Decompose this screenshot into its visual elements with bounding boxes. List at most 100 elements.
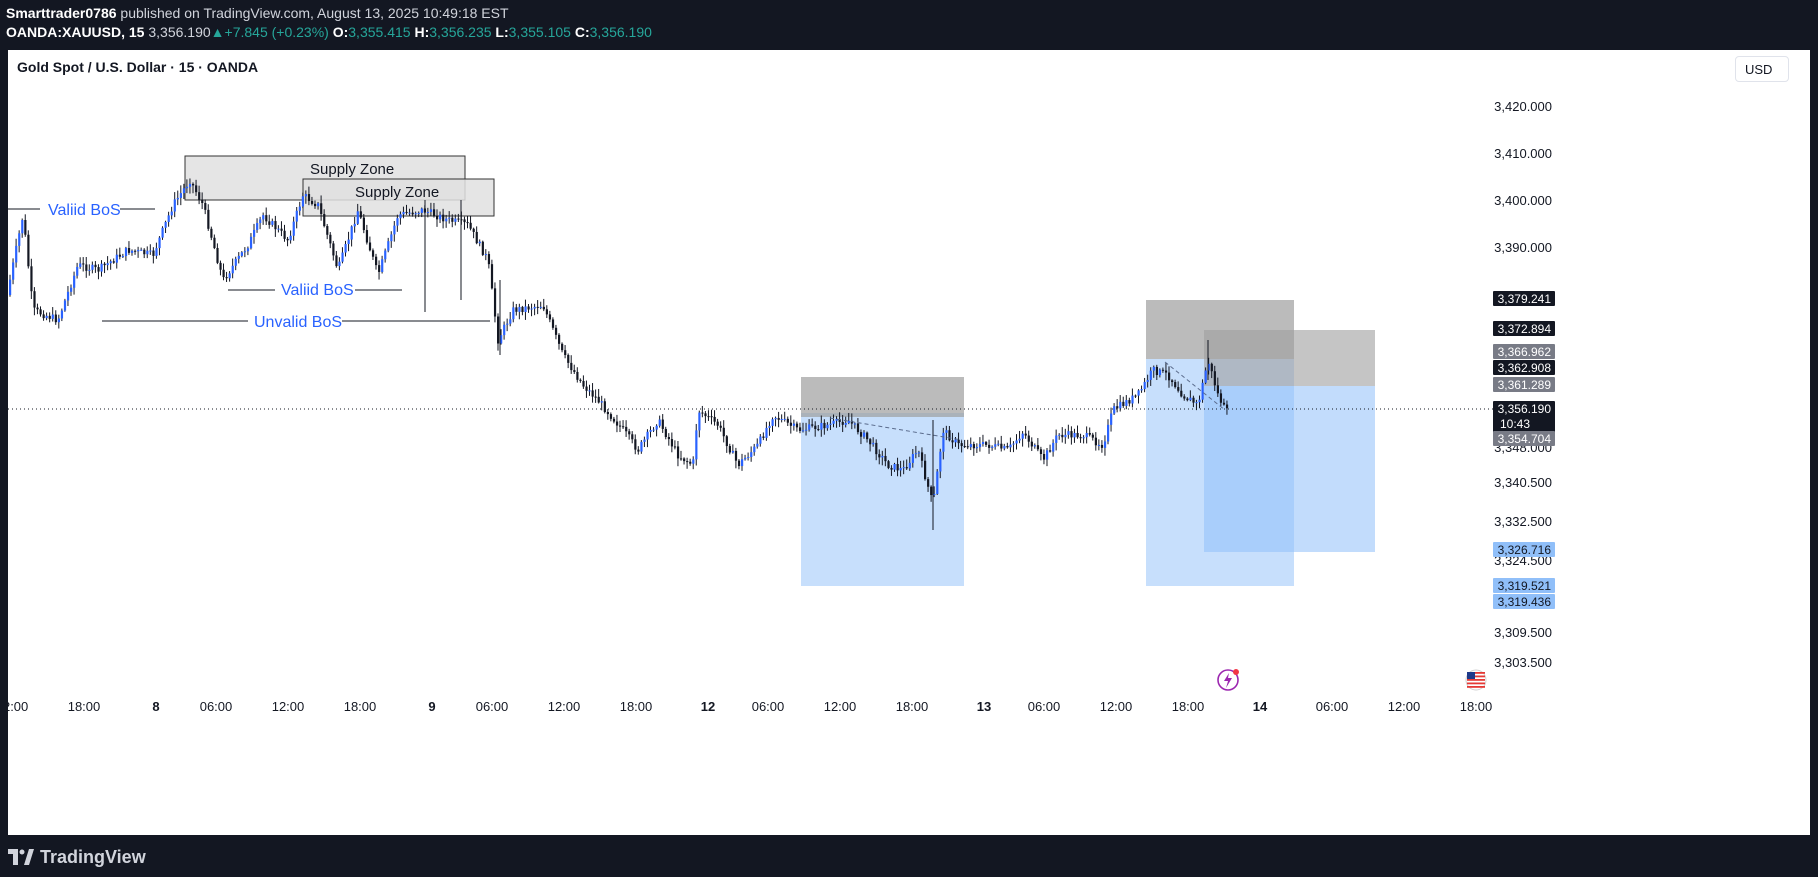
candle-body: [213, 237, 216, 248]
candle-body: [737, 460, 741, 467]
candle-body: [1027, 435, 1030, 442]
candle-body: [1222, 402, 1226, 405]
candle-body: [640, 441, 643, 452]
candle-body: [420, 208, 423, 213]
candle-body: [487, 254, 491, 265]
candle-body: [124, 248, 128, 257]
candle-body: [1216, 385, 1219, 394]
candle-body: [432, 209, 436, 217]
candle-body: [60, 310, 64, 319]
time-axis-tick: 12:00: [548, 699, 581, 714]
candle-body: [914, 453, 918, 455]
candle-body: [454, 218, 457, 222]
candle-body: [1033, 445, 1036, 447]
flag-stripe: [1467, 672, 1485, 674]
candle-body: [27, 234, 30, 267]
candle-body: [286, 238, 289, 241]
candle-body: [945, 430, 948, 433]
candle-body: [500, 335, 503, 344]
candle-body: [795, 423, 799, 428]
events-lightning-icon[interactable]: [1217, 669, 1239, 691]
candle-body: [469, 222, 472, 229]
candle-body: [744, 457, 747, 460]
demand-zone-1[interactable]: [801, 413, 964, 586]
candle-body: [518, 306, 521, 312]
candle-body: [1131, 395, 1134, 404]
candle-body: [899, 468, 902, 471]
candle-body: [73, 275, 76, 288]
candle-body: [655, 425, 658, 430]
candle-body: [249, 236, 253, 249]
candle-body: [243, 251, 247, 253]
candle-body: [798, 427, 802, 431]
price-badge[interactable]: [1493, 360, 1555, 375]
price-badge[interactable]: [1493, 431, 1555, 446]
price-badge[interactable]: [1493, 377, 1555, 392]
candle-body: [320, 203, 323, 215]
candle-body: [356, 211, 359, 224]
candle-body: [530, 308, 533, 310]
candle-body: [1009, 444, 1012, 448]
candle-body: [917, 452, 921, 454]
price-badge-label: 3,326.716: [1498, 543, 1552, 557]
tradingview-logo[interactable]: TradingView: [8, 846, 146, 868]
candle-body: [634, 439, 637, 450]
candle-body: [1189, 397, 1192, 401]
candle-body: [710, 416, 713, 418]
tradingview-icon: [8, 849, 34, 865]
candle-body: [780, 419, 783, 421]
author-name[interactable]: Smarttrader0786: [6, 5, 117, 21]
price-badge[interactable]: [1493, 542, 1555, 557]
candle-body: [414, 213, 417, 215]
candle-body: [79, 263, 82, 267]
candle-body: [207, 209, 210, 229]
candle-body: [182, 188, 186, 194]
candle-body: [972, 444, 975, 449]
candle-body: [314, 203, 317, 207]
candle-body: [838, 418, 841, 422]
gray-zone-1[interactable]: [801, 377, 964, 417]
candle-body: [332, 243, 335, 256]
price-axis-tick: 3,340.500: [1494, 475, 1552, 490]
candle-body: [823, 422, 826, 429]
candle-body: [689, 461, 692, 464]
candle-body: [225, 277, 228, 279]
bos-label-valid: Valiid BoS: [48, 202, 121, 219]
currency-button[interactable]: USD: [1735, 56, 1789, 82]
candle-body: [436, 216, 439, 220]
candle-body: [588, 390, 591, 392]
close-value: 3,356.190: [589, 24, 652, 40]
price-badge-label: 3,356.190: [1498, 402, 1552, 416]
candle-body: [1174, 382, 1177, 388]
price-badge[interactable]: [1493, 291, 1555, 306]
price-badge[interactable]: [1493, 594, 1555, 609]
time-axis-tick: 13: [977, 699, 991, 714]
candle-body: [85, 264, 88, 271]
publish-text: published on TradingView.com, August 13,…: [120, 5, 509, 21]
candle-body: [978, 443, 982, 448]
candle-body: [725, 436, 728, 447]
candle-body: [30, 266, 33, 292]
candle-body: [515, 307, 518, 312]
price-badge[interactable]: [1493, 344, 1555, 359]
candle-body: [866, 432, 869, 440]
price-badge[interactable]: [1493, 578, 1555, 593]
candle-body: [561, 343, 564, 351]
price-axis-tick: 3,332.500: [1494, 514, 1552, 529]
price-badge[interactable]: [1493, 401, 1555, 433]
candle-body: [911, 454, 914, 463]
candle-body: [51, 314, 54, 319]
demand-zone-3[interactable]: [1204, 386, 1375, 552]
gray-zone-3[interactable]: [1204, 330, 1375, 386]
candle-body: [295, 210, 298, 222]
chart-area[interactable]: Supply Zone Supply Zone Valiid BoS Valiid B…: [8, 50, 1810, 835]
price-badge[interactable]: [1493, 321, 1555, 336]
candle-body: [902, 467, 905, 469]
price-chart[interactable]: Supply Zone Supply Zone Valiid BoS Valiid B…: [8, 50, 1810, 835]
candle-body: [649, 430, 652, 432]
time-axis-tick: 14: [1253, 699, 1268, 714]
candle-body: [375, 256, 378, 266]
candle-body: [957, 439, 960, 444]
candle-body: [198, 192, 201, 200]
candle-body: [539, 306, 542, 308]
